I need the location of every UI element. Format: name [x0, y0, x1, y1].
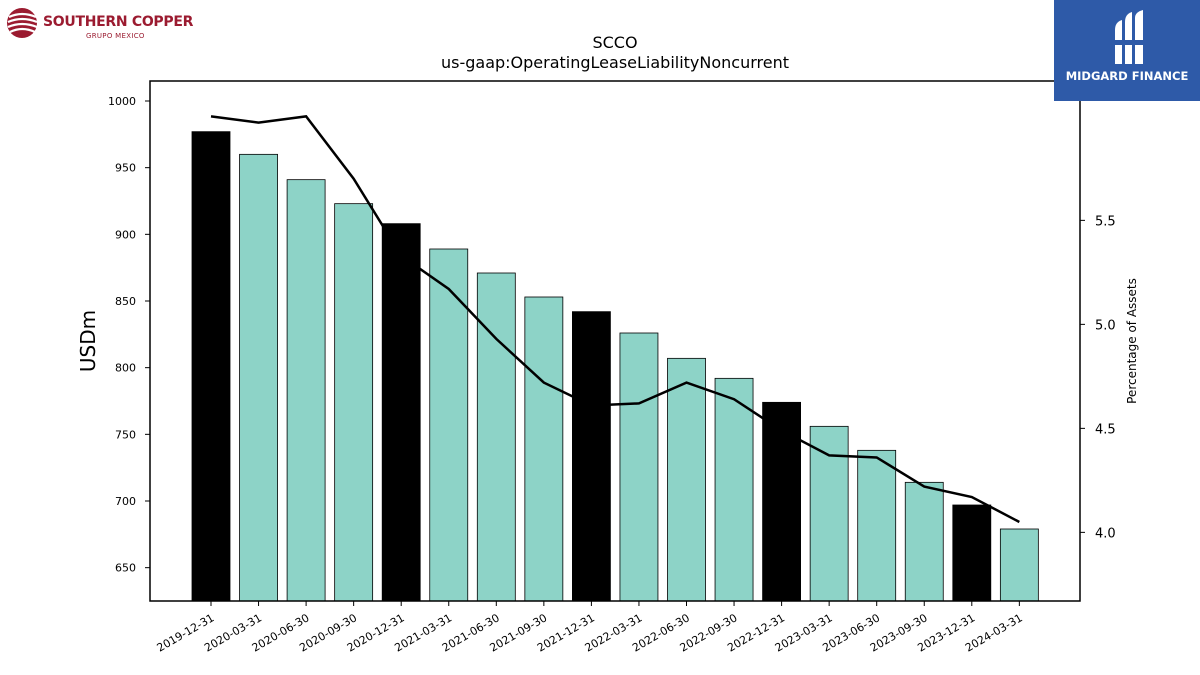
bar — [762, 401, 801, 602]
bar — [572, 311, 611, 602]
bar — [476, 272, 516, 602]
bar — [191, 131, 231, 602]
bar — [667, 357, 706, 602]
y-tick-label: 650 — [115, 562, 136, 575]
bar — [524, 296, 564, 602]
y-tick-label: 700 — [115, 495, 136, 508]
y-tick-label: 1000 — [108, 95, 136, 108]
bar — [809, 425, 849, 602]
y-tick-label: 750 — [115, 428, 136, 441]
bar — [952, 504, 992, 602]
bar — [857, 449, 897, 602]
plot-frame — [149, 80, 1081, 602]
y-tick-label: 850 — [115, 295, 136, 308]
southern-copper-logo: SOUTHERN COPPER GRUPO MEXICO — [6, 6, 196, 44]
y-tick-label: 800 — [115, 362, 136, 375]
y2-tick-label: 4.0 — [1095, 526, 1116, 541]
percentage-line — [210, 115, 1020, 524]
y2-tick-label: 4.5 — [1095, 422, 1116, 437]
y-tick-label: 950 — [115, 162, 136, 175]
midgard-emblem-icon — [1107, 10, 1151, 64]
y-tick-label: 900 — [115, 228, 136, 241]
chart-subtitle: us-gaap:OperatingLeaseLiabilityNoncurren… — [441, 53, 789, 72]
y2-tick-label: 5.0 — [1095, 318, 1116, 333]
bar — [239, 153, 278, 602]
southern-copper-wordmark: SOUTHERN COPPER — [43, 14, 194, 30]
bar — [904, 481, 944, 602]
y2-tick-label: 5.5 — [1095, 214, 1116, 229]
southern-copper-subtext: GRUPO MEXICO — [86, 32, 145, 40]
midgard-finance-logo: MIDGARD FINANCE — [1054, 0, 1200, 101]
bar — [334, 203, 374, 602]
bar — [429, 248, 469, 602]
southern-copper-emblem-icon — [7, 8, 38, 38]
bar — [619, 332, 659, 602]
chart-title: SCCO — [592, 33, 637, 52]
bar — [999, 528, 1039, 602]
y-axis-label: USDm — [76, 310, 100, 372]
y2-axis-label: Percentage of Assets — [1125, 278, 1139, 404]
bar — [286, 179, 326, 602]
midgard-wordmark: MIDGARD FINANCE — [1065, 69, 1189, 83]
bar — [714, 377, 754, 602]
bar — [381, 223, 421, 602]
